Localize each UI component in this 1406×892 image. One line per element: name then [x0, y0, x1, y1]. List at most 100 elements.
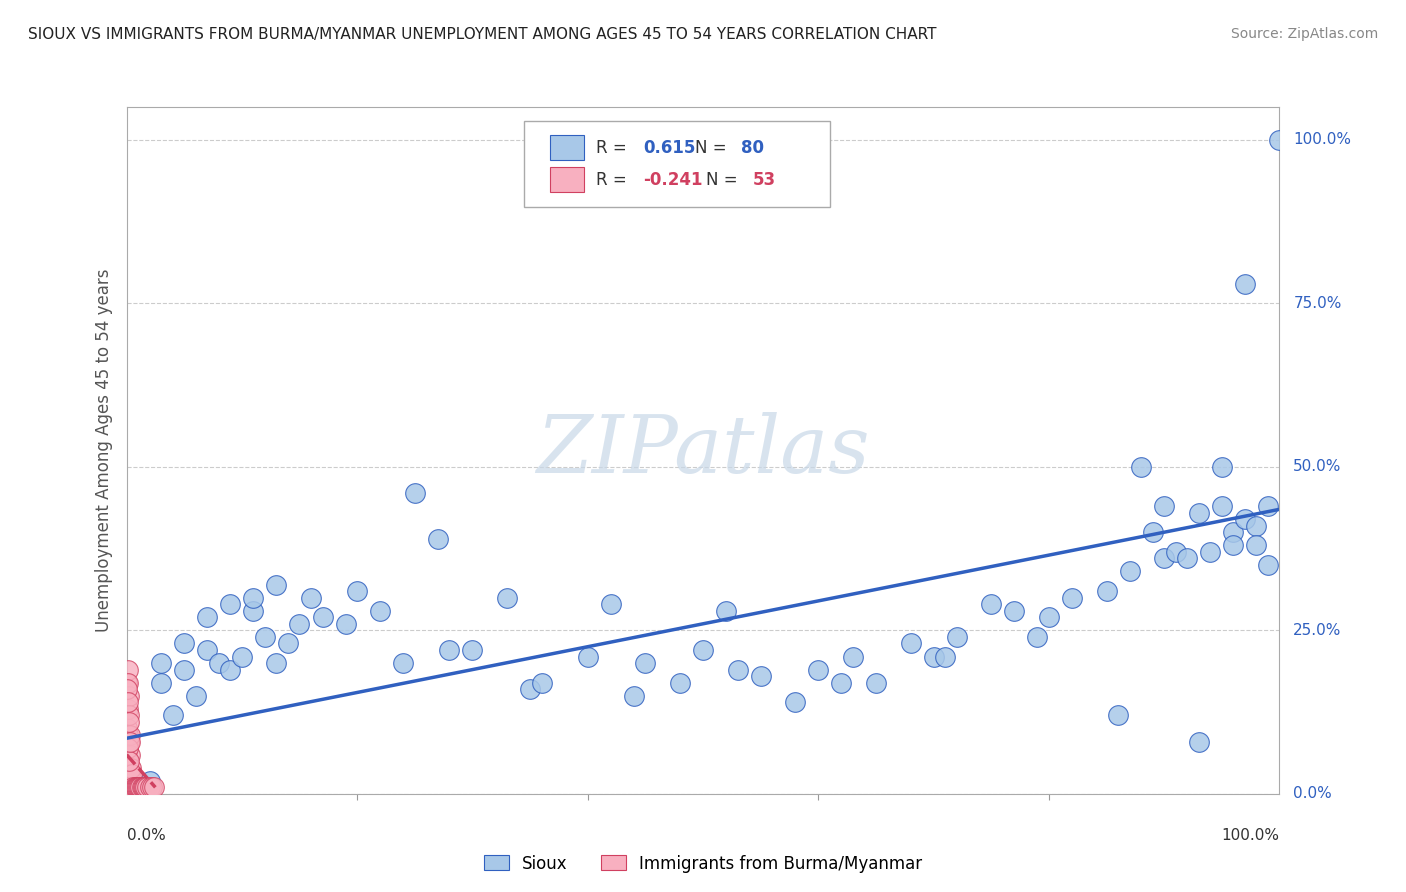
- Point: [120, 780, 142, 795]
- Point: [1142, 525, 1164, 540]
- Point: [173, 663, 195, 677]
- Point: [1188, 734, 1211, 748]
- Point: [132, 780, 155, 795]
- Point: [461, 643, 484, 657]
- Point: [1060, 591, 1083, 605]
- FancyBboxPatch shape: [550, 136, 585, 161]
- Point: [118, 754, 141, 768]
- Point: [288, 616, 311, 631]
- Point: [122, 780, 145, 795]
- Point: [623, 689, 645, 703]
- Text: 0.0%: 0.0%: [1294, 787, 1331, 801]
- Text: R =: R =: [596, 139, 631, 157]
- Point: [117, 741, 139, 756]
- Point: [1175, 551, 1198, 566]
- Point: [195, 610, 218, 624]
- Point: [900, 636, 922, 650]
- Point: [184, 689, 207, 703]
- Point: [392, 656, 415, 670]
- Point: [576, 649, 599, 664]
- Point: [138, 780, 160, 795]
- Point: [150, 656, 173, 670]
- Point: [115, 780, 138, 795]
- Point: [117, 754, 139, 768]
- Point: [1118, 565, 1140, 579]
- Point: [131, 780, 153, 795]
- Point: [118, 761, 141, 775]
- Text: 0.0%: 0.0%: [127, 828, 166, 843]
- Text: Source: ZipAtlas.com: Source: ZipAtlas.com: [1230, 27, 1378, 41]
- Point: [115, 675, 138, 690]
- Point: [124, 780, 146, 795]
- Point: [934, 649, 956, 664]
- Point: [1222, 538, 1244, 552]
- Point: [842, 649, 865, 664]
- Point: [118, 780, 141, 795]
- Point: [118, 708, 141, 723]
- Point: [1188, 506, 1211, 520]
- Point: [219, 597, 242, 611]
- Point: [368, 604, 391, 618]
- Point: [117, 773, 139, 788]
- Point: [118, 734, 141, 748]
- Point: [266, 656, 288, 670]
- Point: [599, 597, 621, 611]
- Point: [426, 532, 449, 546]
- Text: 80: 80: [741, 139, 763, 157]
- Point: [120, 761, 142, 775]
- Point: [117, 702, 139, 716]
- Point: [807, 663, 830, 677]
- Point: [118, 773, 141, 788]
- Point: [253, 630, 276, 644]
- Point: [830, 675, 852, 690]
- Point: [127, 780, 149, 795]
- Point: [980, 597, 1002, 611]
- Point: [134, 780, 156, 795]
- Point: [121, 767, 143, 781]
- Point: [1130, 459, 1153, 474]
- Point: [118, 780, 141, 795]
- Point: [1199, 545, 1222, 559]
- Point: [669, 675, 692, 690]
- Point: [1233, 277, 1256, 291]
- Point: [277, 636, 299, 650]
- Point: [115, 754, 138, 768]
- Text: N =: N =: [695, 139, 731, 157]
- Point: [118, 728, 141, 742]
- Point: [299, 591, 322, 605]
- Point: [121, 780, 143, 795]
- Point: [922, 649, 945, 664]
- Point: [219, 663, 242, 677]
- Point: [311, 610, 333, 624]
- Point: [1246, 518, 1268, 533]
- Point: [118, 747, 141, 762]
- Point: [1257, 499, 1279, 513]
- Point: [1153, 499, 1175, 513]
- Point: [117, 728, 139, 742]
- Point: [136, 780, 159, 795]
- Point: [208, 656, 231, 670]
- Point: [138, 773, 160, 788]
- Text: -0.241: -0.241: [643, 170, 703, 188]
- Point: [117, 741, 139, 756]
- Point: [129, 780, 152, 795]
- Point: [117, 663, 139, 677]
- Point: [1257, 558, 1279, 572]
- Point: [173, 636, 195, 650]
- Point: [1002, 604, 1025, 618]
- Point: [118, 689, 141, 703]
- Legend: Sioux, Immigrants from Burma/Myanmar: Sioux, Immigrants from Burma/Myanmar: [477, 848, 929, 880]
- Point: [1222, 525, 1244, 540]
- Point: [714, 604, 737, 618]
- Point: [530, 675, 553, 690]
- Point: [117, 695, 139, 709]
- Point: [117, 675, 139, 690]
- Point: [118, 734, 141, 748]
- Y-axis label: Unemployment Among Ages 45 to 54 years: Unemployment Among Ages 45 to 54 years: [94, 268, 112, 632]
- Point: [1211, 499, 1233, 513]
- Point: [634, 656, 657, 670]
- Point: [1211, 459, 1233, 474]
- Point: [1038, 610, 1060, 624]
- Point: [749, 669, 772, 683]
- Point: [115, 761, 138, 775]
